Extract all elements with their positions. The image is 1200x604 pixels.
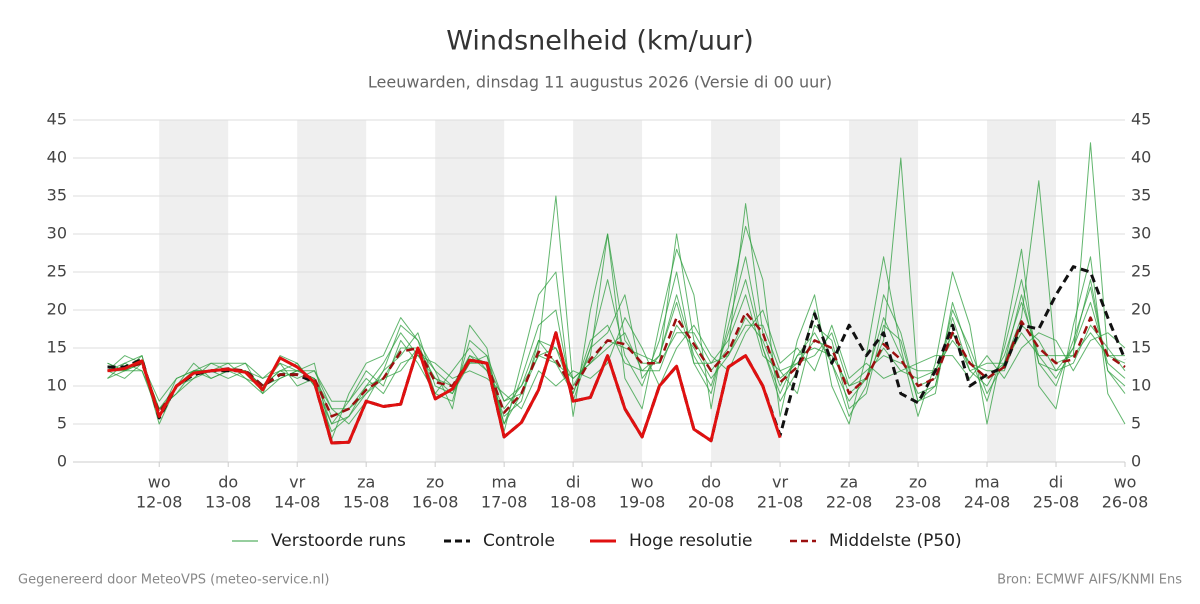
x-tick-date: 12-08 [136, 493, 183, 512]
y2-tick-label: 40 [1131, 148, 1151, 167]
footer-right: Bron: ECMWF AIFS/KNMI Ens [997, 573, 1182, 588]
y2-tick-label: 20 [1131, 300, 1151, 319]
x-tick-weekday: di [566, 473, 581, 492]
y2-tick-label: 10 [1131, 376, 1151, 395]
y2-tick-label: 35 [1131, 186, 1151, 205]
x-tick-weekday: zo [909, 473, 927, 492]
day-shade [987, 120, 1057, 462]
day-shade [297, 120, 367, 462]
x-tick-date: 18-08 [550, 493, 597, 512]
x-tick-date: 16-08 [412, 493, 459, 512]
y2-tick-label: 5 [1131, 414, 1141, 433]
x-tick-date: 15-08 [343, 493, 390, 512]
y-tick-label: 35 [47, 186, 67, 205]
x-tick-weekday: wo [148, 473, 171, 492]
x-tick-weekday: zo [426, 473, 444, 492]
x-tick-weekday: do [701, 473, 721, 492]
x-tick-weekday: wo [631, 473, 654, 492]
x-tick-weekday: do [218, 473, 238, 492]
y2-tick-label: 30 [1131, 224, 1151, 243]
y-tick-label: 0 [57, 452, 67, 471]
legend-label: Hoge resolutie [629, 531, 753, 551]
x-tick-weekday: di [1049, 473, 1064, 492]
y-tick-label: 25 [47, 262, 67, 281]
y-tick-label: 15 [47, 338, 67, 357]
x-tick-weekday: vr [289, 473, 305, 492]
x-tick-date: 14-08 [274, 493, 321, 512]
y-tick-label: 10 [47, 376, 67, 395]
y-tick-label: 20 [47, 300, 67, 319]
x-tick-date: 23-08 [895, 493, 942, 512]
y-tick-label: 5 [57, 414, 67, 433]
legend-label: Controle [483, 531, 555, 551]
y2-tick-label: 15 [1131, 338, 1151, 357]
x-tick-date: 19-08 [619, 493, 666, 512]
chart-title: Windsnelheid (km/uur) [446, 26, 754, 57]
x-tick-date: 26-08 [1102, 493, 1149, 512]
x-tick-date: 20-08 [688, 493, 735, 512]
x-tick-date: 25-08 [1033, 493, 1080, 512]
x-tick-weekday: za [357, 473, 375, 492]
y-tick-label: 40 [47, 148, 67, 167]
y-tick-label: 45 [47, 110, 67, 129]
day-shade [849, 120, 919, 462]
day-shade [573, 120, 643, 462]
x-tick-weekday: ma [974, 473, 999, 492]
x-tick-date: 17-08 [481, 493, 528, 512]
x-tick-date: 24-08 [964, 493, 1011, 512]
y2-tick-label: 25 [1131, 262, 1151, 281]
y2-tick-label: 45 [1131, 110, 1151, 129]
x-tick-date: 13-08 [205, 493, 252, 512]
x-tick-date: 21-08 [757, 493, 804, 512]
legend-label: Verstoorde runs [271, 531, 406, 551]
day-shade [435, 120, 505, 462]
x-tick-weekday: vr [772, 473, 788, 492]
x-tick-weekday: za [840, 473, 858, 492]
ensemble-run [107, 225, 1126, 440]
footer-left: Gegenereerd door MeteoVPS (meteo-service… [18, 573, 329, 588]
series-line [107, 331, 782, 445]
x-tick-weekday: ma [491, 473, 516, 492]
x-tick-weekday: wo [1114, 473, 1137, 492]
y2-tick-label: 0 [1131, 452, 1141, 471]
day-shade [159, 120, 229, 462]
y-tick-label: 30 [47, 224, 67, 243]
chart-subtitle: Leeuwarden, dinsdag 11 augustus 2026 (Ve… [368, 73, 832, 92]
ensemble-run [107, 279, 1126, 425]
x-tick-date: 22-08 [826, 493, 873, 512]
legend-label: Middelste (P50) [829, 531, 962, 551]
